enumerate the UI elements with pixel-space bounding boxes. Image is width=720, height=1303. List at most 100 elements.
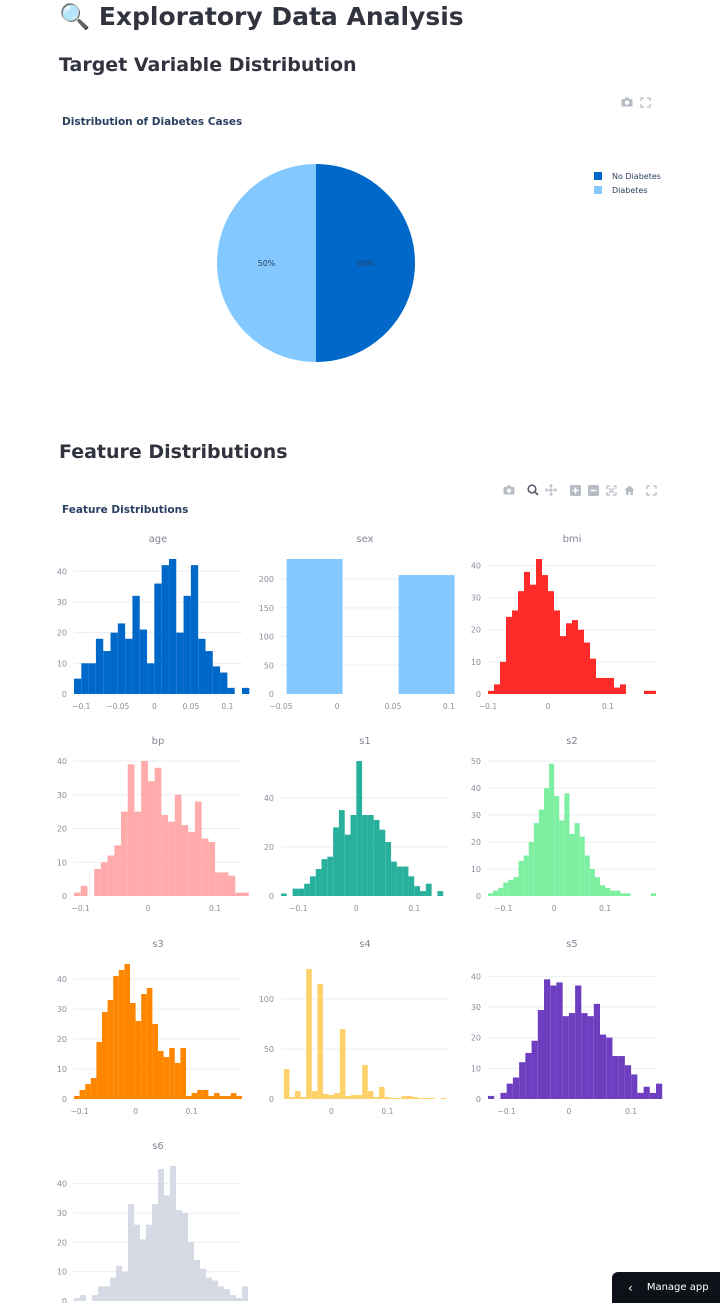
histogram-bar[interactable] — [170, 1166, 176, 1301]
histogram-bar[interactable] — [656, 1083, 663, 1099]
histogram-bar[interactable] — [395, 1098, 402, 1099]
histogram-bar[interactable] — [500, 1092, 507, 1099]
histogram-bar[interactable] — [191, 1093, 198, 1099]
histogram-bar[interactable] — [158, 1168, 164, 1301]
fullscreen-icon[interactable] — [636, 95, 654, 109]
histogram-bar[interactable] — [85, 1084, 91, 1099]
histogram-bar[interactable] — [95, 638, 104, 694]
histogram-bar[interactable] — [104, 1286, 110, 1301]
histogram-bar[interactable] — [107, 1000, 114, 1099]
histogram-bar[interactable] — [163, 1057, 170, 1099]
histogram-bar[interactable] — [345, 1096, 351, 1099]
histogram-bar[interactable] — [548, 591, 554, 694]
histogram-bar[interactable] — [637, 1092, 644, 1099]
histogram-bar[interactable] — [147, 781, 155, 896]
histogram-bar[interactable] — [554, 610, 560, 694]
histogram-bar[interactable] — [384, 1097, 391, 1099]
histogram-bar[interactable] — [146, 1224, 152, 1301]
histogram-bar[interactable] — [530, 584, 536, 694]
histogram-bar[interactable] — [500, 661, 506, 694]
histogram-bar[interactable] — [488, 1095, 495, 1099]
histogram-bar[interactable] — [311, 1091, 318, 1099]
histogram-bar[interactable] — [197, 1090, 203, 1099]
histogram-bar[interactable] — [556, 982, 563, 1099]
histogram-bar[interactable] — [206, 1277, 212, 1301]
pan-icon[interactable] — [542, 483, 560, 497]
histogram-bar[interactable] — [188, 1242, 194, 1301]
histogram-bar[interactable] — [236, 1298, 242, 1301]
histogram-bar[interactable] — [182, 1212, 188, 1301]
autoscale-icon[interactable] — [602, 483, 620, 497]
histogram-bar[interactable] — [418, 1098, 424, 1099]
histogram-bar[interactable] — [295, 1091, 301, 1099]
histogram-bar[interactable] — [80, 1295, 86, 1301]
histogram-bar[interactable] — [488, 893, 494, 896]
histogram-bar[interactable] — [202, 1090, 209, 1099]
histogram-bar[interactable] — [146, 988, 153, 1099]
histogram-bar[interactable] — [554, 796, 560, 896]
histogram-bar[interactable] — [174, 794, 182, 896]
histogram-bar[interactable] — [221, 872, 229, 896]
histogram-bar[interactable] — [396, 866, 403, 896]
histogram-bar[interactable] — [236, 1096, 242, 1099]
zoom-icon[interactable] — [524, 483, 542, 497]
histogram-bar[interactable] — [198, 638, 206, 694]
histogram-bar[interactable] — [164, 1195, 170, 1301]
histogram-bar[interactable] — [606, 1037, 613, 1099]
histogram-bar[interactable] — [518, 860, 524, 896]
histogram-bar[interactable] — [300, 1097, 307, 1099]
histogram-bar[interactable] — [134, 1224, 140, 1301]
histogram-bar[interactable] — [566, 623, 572, 694]
histogram-bar[interactable] — [593, 1003, 600, 1099]
histogram-bar[interactable] — [141, 994, 147, 1099]
histogram-bar[interactable] — [518, 591, 524, 694]
histogram-bar[interactable] — [525, 1052, 532, 1099]
histogram-bar[interactable] — [154, 583, 162, 694]
histogram-bar[interactable] — [338, 810, 345, 896]
histogram-bar[interactable] — [423, 1098, 430, 1099]
histogram-bar[interactable] — [367, 815, 374, 896]
histogram-bar[interactable] — [102, 1012, 108, 1099]
histogram-bar[interactable] — [139, 629, 148, 694]
histogram-bar[interactable] — [437, 891, 444, 896]
manage-app-button[interactable]: ‹ Manage app — [612, 1272, 720, 1303]
camera-icon[interactable] — [618, 95, 636, 109]
histogram-bar[interactable] — [289, 1097, 295, 1099]
histogram-bar[interactable] — [230, 1093, 237, 1099]
histogram-bar[interactable] — [600, 885, 606, 896]
histogram-bar[interactable] — [128, 1204, 134, 1301]
histogram-bar[interactable] — [130, 1003, 136, 1099]
fullscreen-icon[interactable] — [642, 483, 660, 497]
histogram-bar[interactable] — [127, 764, 135, 896]
histogram-bar[interactable] — [649, 1092, 656, 1099]
histogram-bar[interactable] — [398, 575, 455, 694]
histogram-bar[interactable] — [214, 1093, 220, 1099]
histogram-bar[interactable] — [596, 677, 602, 694]
histogram-bar[interactable] — [385, 842, 392, 896]
histogram-bar[interactable] — [407, 1096, 413, 1099]
zoom-in-icon[interactable] — [566, 483, 584, 497]
histogram-bar[interactable] — [176, 632, 184, 694]
histogram-bar[interactable] — [615, 890, 621, 896]
histogram-bar[interactable] — [298, 888, 305, 896]
zoom-out-icon[interactable] — [584, 483, 602, 497]
histogram-bar[interactable] — [594, 877, 600, 896]
histogram-bar[interactable] — [373, 1097, 379, 1099]
histogram-bar[interactable] — [402, 866, 409, 896]
histogram-bar[interactable] — [122, 1271, 128, 1301]
histogram-bar[interactable] — [134, 811, 142, 896]
histogram-bar[interactable] — [98, 1286, 104, 1301]
histogram-bar[interactable] — [79, 1090, 86, 1099]
histogram-bar[interactable] — [506, 1083, 513, 1099]
histogram-bar[interactable] — [154, 767, 162, 896]
histogram-bar[interactable] — [183, 595, 191, 694]
histogram-bar[interactable] — [230, 1295, 236, 1301]
histogram-bar[interactable] — [493, 890, 499, 896]
histogram-bar[interactable] — [161, 815, 169, 896]
histogram-bar[interactable] — [391, 861, 397, 896]
pie-slice-diabetes[interactable] — [217, 164, 316, 362]
histogram-bar[interactable] — [306, 969, 312, 1099]
histogram-bar[interactable] — [125, 638, 133, 694]
histogram-bar[interactable] — [224, 1289, 230, 1301]
histogram-bar[interactable] — [578, 629, 584, 694]
